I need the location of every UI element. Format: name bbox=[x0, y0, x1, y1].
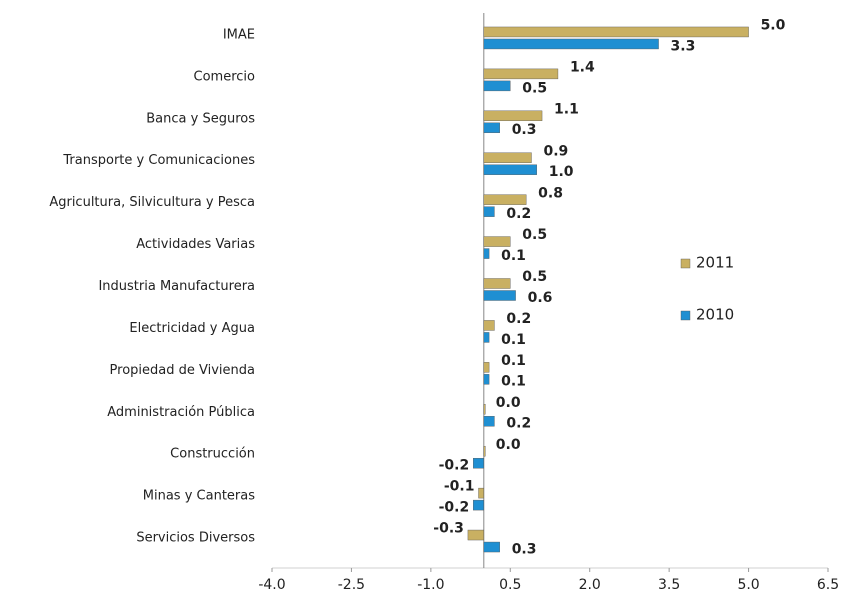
value-label: 0.6 bbox=[528, 290, 553, 306]
x-tick-label: 3.5 bbox=[658, 577, 680, 593]
x-tick-label: 0.5 bbox=[499, 577, 521, 593]
bar bbox=[467, 529, 485, 541]
bar bbox=[483, 290, 516, 301]
value-label: 0.5 bbox=[522, 227, 547, 243]
x-tick-label: -2.5 bbox=[338, 577, 365, 593]
bar bbox=[483, 122, 500, 134]
value-label: 0.1 bbox=[501, 353, 526, 369]
bar bbox=[483, 320, 495, 331]
bar bbox=[483, 362, 490, 373]
value-label: 0.3 bbox=[512, 541, 537, 557]
value-label: 0.2 bbox=[506, 416, 531, 432]
value-label: -0.2 bbox=[439, 500, 470, 516]
bar bbox=[483, 248, 490, 259]
bar bbox=[473, 499, 485, 511]
bar bbox=[483, 404, 486, 415]
category-label: Servicios Diversos bbox=[136, 531, 255, 546]
value-label: 3.3 bbox=[671, 38, 696, 54]
bar bbox=[483, 278, 511, 289]
x-tick-label: -4.0 bbox=[258, 577, 285, 593]
x-tick-label: -1.0 bbox=[417, 577, 444, 593]
category-label: IMAE bbox=[223, 27, 255, 42]
legend-swatch bbox=[680, 310, 691, 321]
legend-label: 2011 bbox=[696, 254, 734, 272]
bar bbox=[483, 416, 495, 427]
value-label: -0.2 bbox=[439, 458, 470, 474]
category-label: Construcción bbox=[170, 447, 255, 462]
bar bbox=[483, 374, 490, 385]
value-label: -0.3 bbox=[433, 521, 464, 537]
category-label: Actividades Varias bbox=[136, 237, 255, 252]
x-tick-label: 5.0 bbox=[737, 577, 759, 593]
value-label: 0.5 bbox=[522, 80, 547, 96]
bar bbox=[483, 152, 532, 163]
category-label: Agricultura, Silvicultura y Pesca bbox=[49, 195, 255, 210]
value-label: -0.1 bbox=[444, 479, 475, 495]
value-label: 0.2 bbox=[506, 311, 531, 327]
bar bbox=[483, 194, 527, 205]
bar bbox=[483, 26, 749, 38]
bar bbox=[483, 110, 543, 122]
value-label: 1.1 bbox=[554, 101, 579, 117]
value-label: 0.1 bbox=[501, 248, 526, 264]
value-label: 0.3 bbox=[512, 122, 537, 138]
category-label: Banca y Seguros bbox=[146, 111, 255, 126]
value-label: 0.1 bbox=[501, 374, 526, 390]
category-label: Propiedad de Vivienda bbox=[110, 363, 255, 378]
category-label: Administración Pública bbox=[107, 405, 255, 420]
bar bbox=[483, 236, 511, 247]
value-label: 0.0 bbox=[496, 437, 521, 453]
bar bbox=[483, 164, 537, 175]
category-label: Electricidad y Agua bbox=[129, 321, 255, 336]
value-label: 1.0 bbox=[549, 164, 574, 180]
bar bbox=[478, 487, 485, 499]
bar bbox=[483, 68, 559, 80]
category-label: Comercio bbox=[194, 69, 256, 84]
legend-swatch bbox=[680, 258, 691, 269]
bar bbox=[483, 541, 500, 553]
bar bbox=[483, 332, 490, 343]
value-label: 1.4 bbox=[570, 59, 595, 75]
value-label: 5.0 bbox=[761, 18, 786, 34]
value-label: 0.0 bbox=[496, 395, 521, 411]
category-label: Transporte y Comunicaciones bbox=[62, 153, 255, 168]
value-label: 0.8 bbox=[538, 185, 563, 201]
value-label: 0.5 bbox=[522, 269, 547, 285]
x-tick-label: 2.0 bbox=[579, 577, 601, 593]
value-label: 0.9 bbox=[543, 143, 568, 159]
value-label: 0.2 bbox=[506, 206, 531, 222]
x-tick-label: 6.5 bbox=[817, 577, 839, 593]
bar bbox=[483, 206, 495, 217]
bar bbox=[473, 457, 485, 469]
bar bbox=[483, 38, 659, 50]
category-label: Industria Manufacturera bbox=[98, 279, 255, 294]
bar bbox=[483, 445, 486, 457]
legend-label: 2010 bbox=[696, 306, 734, 324]
value-label: 0.1 bbox=[501, 332, 526, 348]
category-label: Minas y Canteras bbox=[143, 489, 255, 504]
bar bbox=[483, 80, 511, 92]
